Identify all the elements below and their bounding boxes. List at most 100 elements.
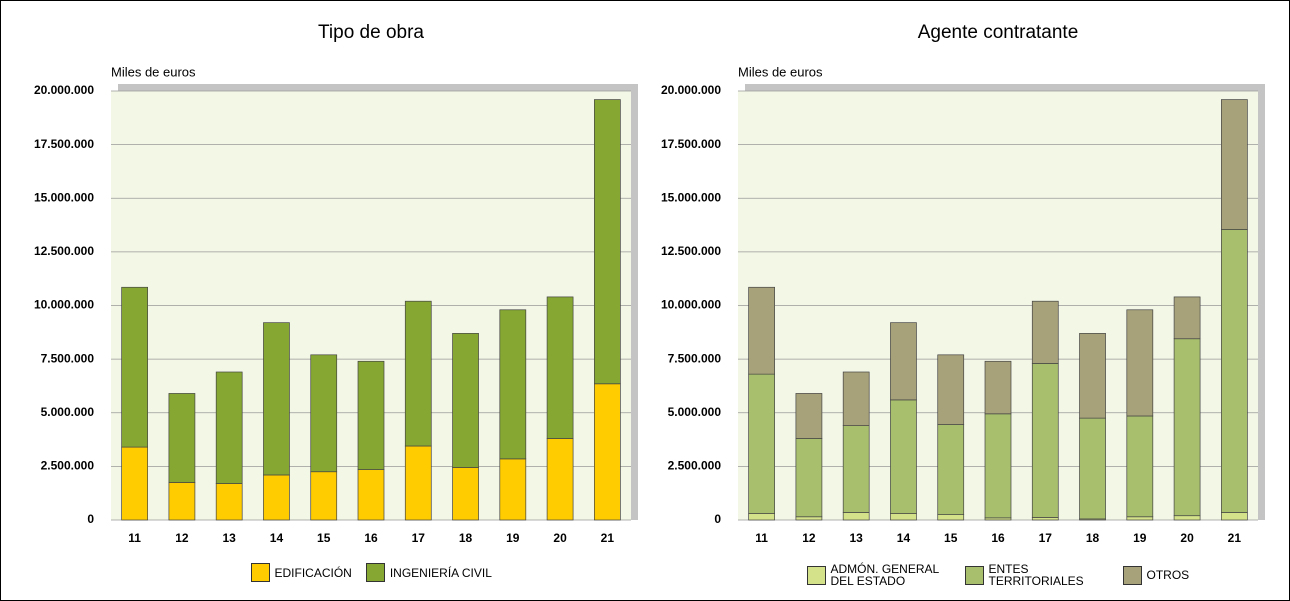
y-tick-label: 12.500.000 bbox=[34, 244, 94, 258]
bar-segment bbox=[748, 286, 775, 375]
bar-segment bbox=[748, 373, 775, 514]
bar-segment bbox=[937, 514, 965, 521]
bar-segment bbox=[357, 360, 385, 470]
x-tick-label: 14 bbox=[270, 531, 284, 545]
bar-segment bbox=[1173, 296, 1201, 340]
legend-swatch bbox=[806, 565, 826, 585]
bar-segment bbox=[984, 360, 1012, 415]
y-tick-label: 0 bbox=[87, 512, 94, 526]
x-tick-label: 16 bbox=[991, 531, 1005, 545]
bar-segment bbox=[357, 469, 385, 521]
y-tick-label: 2.500.000 bbox=[668, 459, 722, 473]
y-tick-label: 17.500.000 bbox=[34, 137, 94, 151]
y-axis-label: Miles de euros bbox=[738, 64, 823, 79]
y-tick-label: 0 bbox=[714, 512, 721, 526]
x-tick-label: 19 bbox=[506, 531, 520, 545]
legend-item: ADMÓN. GENERAL DEL ESTADO bbox=[806, 562, 951, 588]
bar-segment bbox=[215, 371, 243, 484]
bar-segment bbox=[1126, 309, 1154, 417]
x-tick-label: 16 bbox=[364, 531, 378, 545]
legend-swatch bbox=[1122, 565, 1142, 585]
x-tick-label: 15 bbox=[317, 531, 331, 545]
bar-segment bbox=[890, 322, 917, 401]
bar-segment bbox=[121, 446, 148, 521]
y-axis-label: Miles de euros bbox=[111, 64, 196, 79]
x-tick-label: 20 bbox=[553, 531, 567, 545]
y-tick-label: 20.000.000 bbox=[34, 83, 94, 97]
legend: EDIFICACIÓN INGENIERÍA CIVIL bbox=[250, 563, 492, 582]
bar-segment bbox=[404, 300, 432, 447]
bar-segment bbox=[168, 482, 196, 521]
y-tick-label: 15.000.000 bbox=[34, 190, 94, 204]
y-tick-label: 5.000.000 bbox=[41, 405, 95, 419]
bar-segment bbox=[168, 393, 196, 483]
bar-segment bbox=[121, 286, 148, 448]
legend-swatch bbox=[964, 565, 984, 585]
legend-swatch bbox=[250, 563, 270, 582]
x-tick-label: 13 bbox=[223, 531, 237, 545]
x-tick-label: 15 bbox=[944, 531, 958, 545]
bar-segment bbox=[984, 413, 1012, 519]
legend-item: OTROS bbox=[1122, 565, 1190, 585]
legend-label: ADMÓN. GENERAL DEL ESTADO bbox=[830, 562, 939, 588]
chart-title: Tipo de obra bbox=[318, 22, 424, 43]
bar-segment bbox=[1126, 415, 1154, 518]
legend: ADMÓN. GENERAL DEL ESTADO ENTES TERRITORI… bbox=[806, 562, 1190, 588]
bar-segment bbox=[1031, 300, 1059, 364]
bar-segment bbox=[1031, 363, 1059, 518]
bar-segment bbox=[795, 393, 823, 439]
bar-segment bbox=[215, 483, 243, 521]
bar-segment bbox=[1173, 338, 1201, 517]
x-tick-label: 11 bbox=[128, 531, 141, 545]
bar-segment bbox=[1221, 512, 1248, 521]
x-tick-label: 21 bbox=[601, 531, 615, 545]
x-tick-label: 18 bbox=[459, 531, 473, 545]
bar-segment bbox=[890, 399, 917, 514]
chart-title: Agente contratante bbox=[918, 22, 1079, 43]
y-tick-label: 20.000.000 bbox=[661, 83, 721, 97]
y-tick-label: 15.000.000 bbox=[661, 190, 721, 204]
y-tick-label: 17.500.000 bbox=[661, 137, 721, 151]
bar-segment bbox=[1031, 517, 1059, 521]
y-tick-label: 2.500.000 bbox=[41, 459, 95, 473]
x-tick-label: 17 bbox=[1039, 531, 1053, 545]
bar-segment bbox=[546, 296, 574, 439]
bar-segment bbox=[937, 424, 965, 515]
bar-segment bbox=[310, 471, 338, 521]
legend-item: INGENIERÍA CIVIL bbox=[365, 563, 492, 582]
bar-segment bbox=[452, 333, 479, 468]
y-tick-label: 5.000.000 bbox=[668, 405, 722, 419]
legend-label: EDIFICACIÓN bbox=[274, 565, 352, 580]
bar-segment bbox=[842, 512, 870, 521]
legend-label: OTROS bbox=[1146, 568, 1190, 582]
bar-segment bbox=[404, 445, 432, 521]
y-tick-label: 10.000.000 bbox=[661, 298, 721, 312]
legend-label: INGENIERÍA CIVIL bbox=[389, 565, 492, 580]
x-tick-label: 21 bbox=[1228, 531, 1242, 545]
bar-segment bbox=[937, 354, 965, 425]
x-tick-label: 12 bbox=[175, 531, 189, 545]
bar-segment bbox=[1079, 417, 1106, 520]
bar-segment bbox=[452, 467, 479, 521]
bar-segment bbox=[1173, 515, 1201, 521]
x-tick-label: 11 bbox=[755, 531, 768, 545]
bar-segment bbox=[499, 458, 527, 521]
x-tick-label: 18 bbox=[1086, 531, 1100, 545]
bar-segment bbox=[890, 513, 917, 521]
y-tick-label: 12.500.000 bbox=[661, 244, 721, 258]
x-tick-label: 20 bbox=[1180, 531, 1194, 545]
bar-segment bbox=[1126, 516, 1154, 521]
bar-segment bbox=[546, 438, 574, 521]
bar-segment bbox=[310, 354, 338, 473]
bar-segment bbox=[594, 99, 621, 385]
bar-segment bbox=[263, 474, 290, 521]
x-tick-label: 19 bbox=[1133, 531, 1147, 545]
x-tick-label: 13 bbox=[850, 531, 864, 545]
bar-segment bbox=[499, 309, 527, 460]
legend-label: ENTES TERRITORIALES bbox=[988, 562, 1084, 588]
bar-segment bbox=[795, 438, 823, 518]
legend-item: EDIFICACIÓN bbox=[250, 563, 352, 582]
y-tick-label: 7.500.000 bbox=[668, 351, 722, 365]
bar-segment bbox=[795, 516, 823, 521]
